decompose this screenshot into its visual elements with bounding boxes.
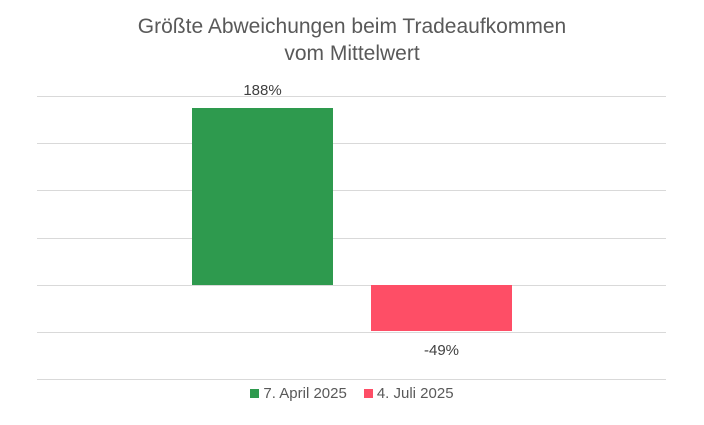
- gridline-100: [37, 190, 666, 191]
- legend-swatch-red-icon: [363, 389, 373, 398]
- legend: 7. April 2025 4. Juli 2025: [0, 385, 704, 402]
- gridline-50: [37, 238, 666, 239]
- gridline-minus-50: [37, 332, 666, 333]
- chart-title-line-2: vom Mittelwert: [284, 42, 420, 65]
- chart-title-line-1: Größte Abweichungen beim Tradeaufkommen: [137, 15, 567, 38]
- gridline-200: [37, 96, 666, 97]
- legend-swatch-green-icon: [250, 389, 260, 398]
- data-label-juli-2025: -49%: [423, 342, 460, 359]
- data-label-april-2025: 188%: [243, 82, 282, 99]
- legend-item-juli-2025[interactable]: 4. Juli 2025: [363, 385, 454, 402]
- gridline-minus-100: [37, 379, 666, 380]
- legend-label: 7. April 2025: [263, 385, 347, 402]
- legend-label: 4. Juli 2025: [376, 385, 454, 402]
- bar-april-2025[interactable]: [192, 108, 333, 285]
- gridline-0: [37, 285, 666, 286]
- bar-juli-2025[interactable]: [371, 285, 512, 331]
- gridline-150: [37, 143, 666, 144]
- legend-item-april-2025[interactable]: 7. April 2025: [250, 385, 347, 402]
